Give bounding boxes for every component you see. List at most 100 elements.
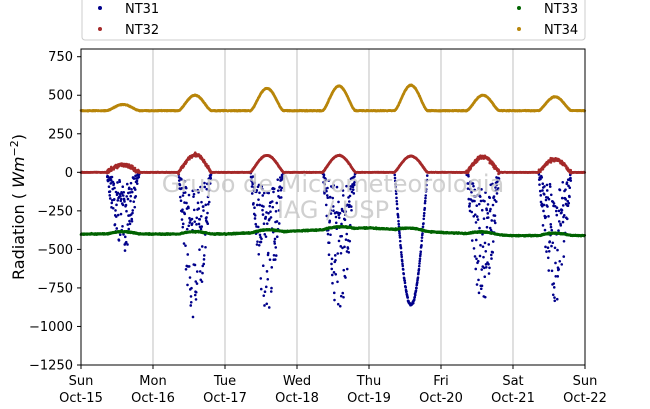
- data-point: [113, 223, 117, 226]
- data-point: [400, 255, 404, 259]
- data-point: [270, 286, 273, 290]
- data-point: [257, 252, 261, 256]
- data-point: [275, 235, 279, 238]
- data-point: [471, 182, 475, 185]
- data-point: [110, 201, 114, 205]
- data-point: [473, 213, 477, 216]
- data-point: [325, 214, 329, 218]
- data-point: [398, 231, 401, 235]
- data-point: [112, 182, 116, 185]
- data-point: [554, 261, 557, 265]
- data-point: [201, 264, 205, 268]
- data-point: [491, 182, 494, 186]
- data-point: [554, 275, 558, 278]
- data-point: [199, 278, 203, 282]
- data-point: [338, 211, 342, 215]
- data-point: [337, 200, 340, 204]
- data-point: [425, 183, 428, 187]
- data-point: [178, 195, 182, 199]
- data-point: [332, 291, 336, 295]
- data-point: [118, 180, 122, 183]
- data-point: [334, 215, 338, 219]
- data-point: [489, 207, 492, 211]
- data-point: [332, 184, 336, 187]
- data-point: [329, 212, 333, 215]
- data-point: [491, 203, 495, 207]
- data-point: [339, 245, 343, 248]
- data-point: [341, 189, 345, 192]
- data-point: [567, 201, 571, 205]
- data-point: [473, 255, 477, 258]
- data-point: [200, 245, 204, 248]
- data-point: [485, 225, 489, 229]
- data-point: [406, 296, 410, 299]
- data-point: [424, 187, 428, 191]
- data-point: [470, 239, 474, 242]
- data-point: [327, 241, 331, 245]
- data-point: [554, 209, 558, 213]
- data-point: [400, 253, 403, 256]
- data-point: [127, 227, 131, 231]
- data-point: [265, 270, 269, 273]
- data-point: [118, 233, 122, 237]
- data-point: [556, 248, 559, 252]
- data-point: [486, 212, 490, 215]
- data-point: [547, 215, 550, 218]
- data-point: [402, 277, 406, 280]
- data-point: [404, 286, 408, 289]
- data-point: [415, 280, 419, 284]
- data-point: [125, 209, 128, 213]
- data-point: [190, 217, 194, 221]
- data-point: [121, 224, 124, 228]
- data-point: [334, 221, 338, 225]
- data-point: [184, 244, 187, 247]
- data-point: [194, 298, 198, 301]
- data-point: [468, 202, 472, 205]
- data-point: [257, 198, 260, 201]
- data-point: [412, 298, 416, 301]
- data-point: [275, 201, 279, 205]
- data-point: [250, 192, 254, 195]
- data-point: [269, 290, 273, 293]
- data-point: [274, 254, 278, 257]
- data-point: [194, 280, 198, 283]
- data-point: [550, 244, 553, 248]
- data-point: [467, 174, 470, 178]
- data-point: [553, 246, 557, 250]
- data-point: [422, 222, 425, 225]
- data-point: [483, 241, 487, 245]
- data-point: [493, 221, 497, 225]
- data-point: [275, 220, 279, 223]
- data-point: [476, 193, 480, 197]
- data-point: [268, 258, 272, 261]
- data-point: [256, 240, 259, 243]
- data-point: [333, 254, 337, 257]
- data-point: [399, 246, 403, 250]
- data-point: [205, 187, 209, 191]
- data-point: [330, 267, 334, 271]
- data-point: [473, 199, 476, 203]
- data-point: [470, 210, 474, 214]
- data-point: [477, 278, 480, 282]
- data-point: [122, 233, 125, 236]
- data-point: [395, 196, 398, 200]
- data-point: [347, 251, 351, 254]
- data-point: [198, 248, 201, 251]
- data-point: [261, 264, 265, 268]
- data-point: [398, 239, 402, 243]
- data-point: [189, 300, 193, 304]
- data-point: [263, 233, 267, 236]
- data-point: [478, 226, 481, 230]
- data-point: [353, 175, 356, 178]
- data-point: [558, 259, 562, 263]
- data-point: [475, 257, 478, 261]
- data-point: [544, 215, 548, 219]
- data-point: [130, 187, 133, 191]
- data-point: [488, 196, 492, 200]
- data-point: [116, 213, 120, 217]
- data-point: [350, 208, 353, 212]
- data-point: [250, 185, 254, 188]
- data-point: [338, 304, 342, 308]
- data-point: [424, 194, 428, 197]
- data-point: [480, 208, 484, 212]
